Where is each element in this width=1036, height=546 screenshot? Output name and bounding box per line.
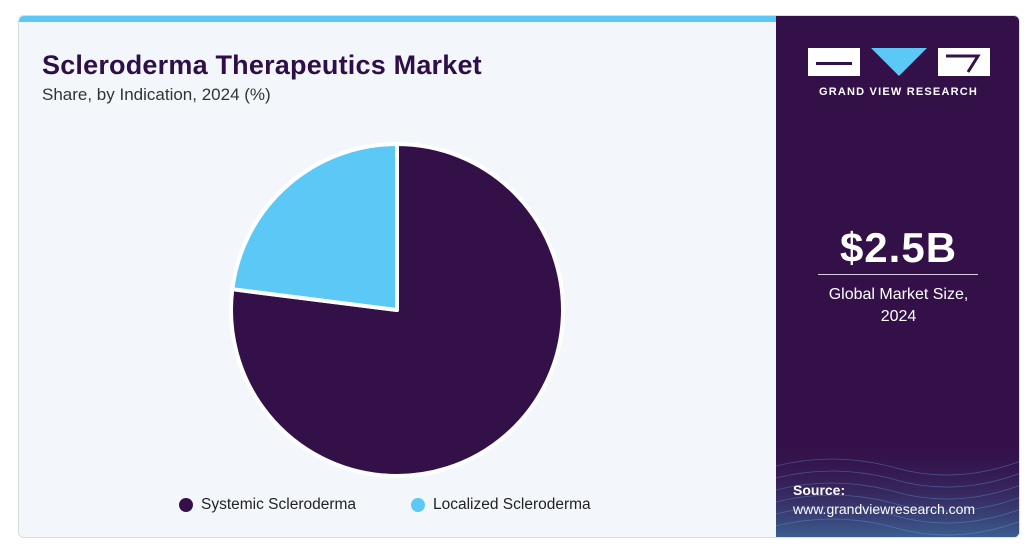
market-size-label: Global Market Size, 2024 (816, 284, 981, 328)
accent-bar (19, 16, 776, 22)
decorative-wave-pattern (776, 436, 1019, 537)
value-divider (818, 274, 978, 275)
pie-chart (229, 142, 565, 478)
pie-slice-systemic-scleroderma (229, 142, 565, 478)
legend-label-systemic: Systemic Scleroderma (201, 496, 357, 513)
chart-subtitle: Share, by Indication, 2024 (%) (42, 85, 271, 104)
legend-item-localized: Localized Scleroderma (411, 496, 591, 514)
chart-title: Scleroderma Therapeutics Market (42, 50, 482, 80)
legend-item-systemic: Systemic Scleroderma (179, 496, 356, 514)
chart-card: Scleroderma Therapeutics Market Share, b… (18, 15, 1020, 538)
source-label: Source: (793, 482, 846, 498)
legend-label-localized: Localized Scleroderma (433, 496, 591, 513)
pie-slice-localized-scleroderma (230, 142, 399, 312)
market-size-label-line1: Global Market Size, (828, 286, 969, 303)
brand-name: GRAND VIEW RESEARCH (818, 86, 979, 98)
legend-swatch-localized (411, 498, 425, 512)
market-size-value: $2.5B (839, 224, 958, 271)
chart-panel: Scleroderma Therapeutics Market Share, b… (19, 22, 776, 537)
market-size-label-line2: 2024 (880, 308, 917, 325)
legend-swatch-systemic (179, 498, 193, 512)
source-link[interactable]: www.grandviewresearch.com (793, 501, 976, 517)
grand-view-research-logo (808, 48, 990, 76)
sidebar: GRAND VIEW RESEARCH $2.5B Global Market … (776, 16, 1019, 537)
